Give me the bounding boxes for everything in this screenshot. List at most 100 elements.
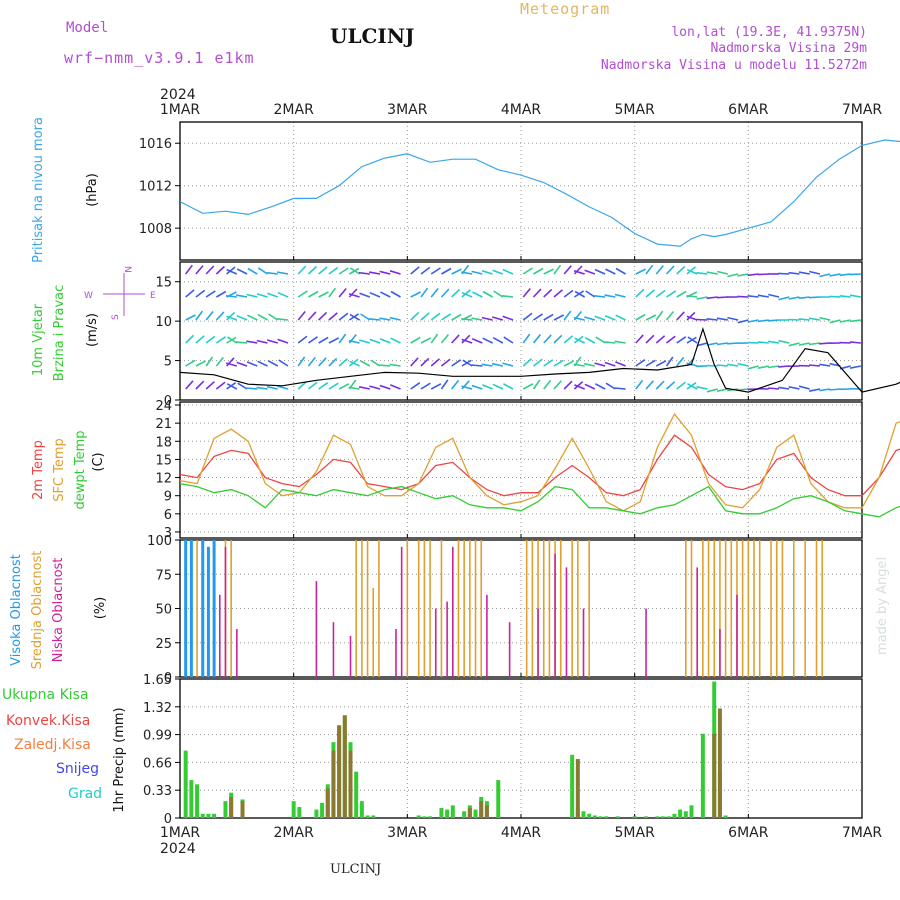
wind-arrow <box>369 271 381 275</box>
precip-conv-bar <box>575 759 580 818</box>
y-tick-label: 0.99 <box>143 729 172 744</box>
wind-arrow <box>266 271 278 275</box>
wind-arrow <box>246 340 258 344</box>
wind-arrow <box>768 340 780 344</box>
precip-total-bar <box>195 784 200 818</box>
wind-arrow <box>461 385 473 390</box>
wind-arrow <box>482 290 493 298</box>
precip-total-bar <box>700 733 705 818</box>
wind-arrow <box>676 356 685 367</box>
wind-arrow <box>778 386 790 390</box>
wind-arrow <box>318 336 329 344</box>
temp-label-2m: 2m Temp <box>31 440 46 500</box>
wind-arrow <box>380 291 391 298</box>
wind-arrow <box>185 380 194 390</box>
precip-conv-bar <box>325 788 330 818</box>
precip-conv-bar <box>331 750 336 818</box>
wind-arrow <box>676 265 686 275</box>
wind-arrow <box>819 388 831 392</box>
wind-arrow <box>430 358 441 367</box>
wind-arrow <box>379 317 391 321</box>
wind-arrow <box>839 295 851 298</box>
wind-arrow <box>778 296 790 301</box>
y-tick-label: 18 <box>155 435 172 450</box>
wind-arrow <box>573 381 584 390</box>
wind-arrow <box>440 358 451 367</box>
precip-total-bar <box>672 813 677 818</box>
wind-arrow <box>849 273 861 276</box>
date-label-bottom: 4MAR <box>501 825 542 841</box>
temp-label-sfc: SFC Temp <box>52 438 67 502</box>
precip-total-bar <box>445 809 450 818</box>
wind-arrow <box>696 318 708 321</box>
wind-arrow <box>451 334 460 344</box>
wind-arrow <box>788 386 800 390</box>
cloud-label-mid: Srednja Oblacnost <box>30 551 45 670</box>
wind-arrow <box>297 265 307 275</box>
wind-arrow <box>635 359 646 367</box>
wind-arrow <box>502 268 514 275</box>
date-label-bottom: 3MAR <box>387 825 428 841</box>
pressure-unit: (hPa) <box>85 173 100 207</box>
wind-arrow <box>706 342 718 346</box>
wind-arrow <box>440 313 452 321</box>
wind-arrow <box>503 383 514 390</box>
wind-arrow <box>757 365 769 369</box>
y-tick-label: 1.65 <box>143 673 172 688</box>
wind-arrow <box>462 359 473 367</box>
y-tick-label: 25 <box>155 637 172 652</box>
precip-total-bar <box>223 801 228 818</box>
wind-arrow <box>278 359 289 367</box>
precip-total-bar <box>183 750 188 818</box>
precip-conv-bar <box>484 805 489 818</box>
wind-arrow <box>257 360 268 367</box>
wind-arrow <box>349 313 360 321</box>
wind-arrow <box>358 339 371 344</box>
precip-conv-bar <box>712 733 717 818</box>
wind-arrow <box>297 335 308 344</box>
wind-arrow <box>307 265 318 275</box>
wind-arrow <box>687 336 698 344</box>
wind-arrow <box>676 290 687 298</box>
date-label-bottom: 6MAR <box>728 825 769 841</box>
wind-arrow <box>205 310 214 321</box>
wind-arrow <box>585 290 596 298</box>
wind-arrow <box>338 287 347 298</box>
wind-arrow <box>502 315 514 321</box>
date-label-top: 3MAR <box>387 102 428 118</box>
wind-arrow <box>461 334 471 344</box>
wind-arrow <box>604 341 616 344</box>
wind-arrow <box>737 388 749 391</box>
coords-label: lon,lat (19.3E, 41.9375N) <box>671 25 867 40</box>
y-tick-label: 21 <box>155 417 172 432</box>
wind-arrow <box>441 267 452 275</box>
wind-arrow <box>318 311 328 321</box>
wind-arrow <box>215 381 226 390</box>
wind-arrow <box>451 313 462 321</box>
date-label-bottom: 7MAR <box>842 825 883 841</box>
model-label: Model <box>66 20 109 36</box>
wind-arrow <box>369 318 381 321</box>
wind-arrow <box>215 265 225 275</box>
wind-arrow <box>605 382 616 390</box>
wind-arrow <box>574 384 585 390</box>
model-altitude-label: Nadmorska Visina u modelu 11.5272m <box>600 58 867 73</box>
y-tick-label: 0.66 <box>143 756 172 771</box>
precip-total-bar <box>320 802 325 818</box>
y-tick-label: 75 <box>155 568 172 583</box>
wind-arrow <box>543 334 552 344</box>
wind-arrow <box>461 380 470 390</box>
wind-arrow <box>727 273 739 278</box>
wind-arrow <box>819 363 831 367</box>
wind-arrow <box>307 381 318 390</box>
wind-arrow <box>461 338 473 344</box>
wind-arrow <box>440 333 450 344</box>
wind-arrow <box>359 359 371 367</box>
wind-arrow <box>205 290 216 298</box>
precip-total-bar <box>371 815 376 818</box>
wind-arrow <box>757 319 769 323</box>
cloud-label-low: Niska Oblacnost <box>51 558 66 663</box>
y-tick-label: 0 <box>164 394 172 409</box>
wind-arrow <box>430 267 441 275</box>
wind-arrow <box>778 365 790 368</box>
